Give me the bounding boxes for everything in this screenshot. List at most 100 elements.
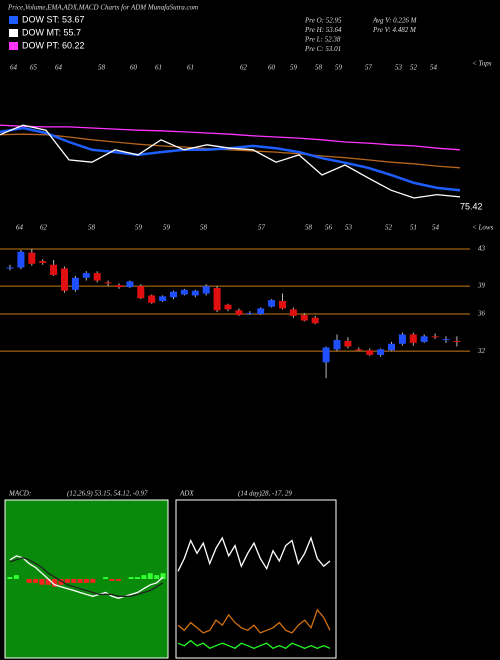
histogram-bar [52,579,58,587]
histogram-bar [135,577,140,579]
legend-swatch [9,16,18,24]
candle-body [82,273,90,278]
histogram-bar [71,579,77,583]
legend-swatch [9,29,18,37]
candle-body [409,334,417,343]
candle-body [442,339,450,341]
low-label: 53 [345,224,353,232]
candle-body [279,300,286,309]
candle-body [170,291,177,298]
low-label: 56 [325,224,333,232]
top-label: 64 [10,64,18,72]
low-label: 54 [432,224,440,232]
low-label: 59 [163,224,171,232]
last-label: 75.42 [460,201,483,211]
y-tick-label: 36 [477,310,486,318]
top-label: 60 [268,64,276,72]
legend-text: DOW ST: 53.67 [22,14,85,24]
top-label: 53 [395,64,403,72]
top-label: 62 [240,64,248,72]
line [0,124,461,199]
panel-subtitle: (12,26,9) 53.15, 54.12, -0.97 [67,490,148,498]
legend-text: DOW MT: 55.7 [22,27,81,37]
candle-body [148,295,156,303]
stat-text: Pre L: 52.38 [304,36,341,44]
candle-body [431,336,439,338]
candle-body [159,296,167,301]
stat-text: Pre O: 52.95 [304,17,342,25]
candle-body [322,347,330,363]
y-tick-label: 39 [477,282,486,290]
low-label: 64 [16,224,24,232]
panel-subtitle: (14 day)28, -17, 29 [238,490,292,498]
candle-body [333,340,341,350]
candle-body [28,252,36,264]
candle-body [50,264,58,275]
line [0,124,461,151]
page-title: Price,Volume,EMA,ADX,MACD Charts for ADM… [7,4,198,12]
low-label: 62 [40,224,48,232]
line [0,133,461,169]
low-label: 58 [200,224,208,232]
candle-body [246,313,254,315]
low-label: 59 [135,224,143,232]
candle-body [71,277,79,290]
candle-body [191,290,199,296]
line [177,608,331,634]
histogram-bar [45,579,51,585]
top-label: 65 [30,64,38,72]
candle-body [180,289,188,295]
candle-body [311,317,319,324]
line [177,535,331,572]
histogram-bar [77,579,83,583]
stat-text: Pre V: 4.482 M [372,26,417,34]
histogram-bar [160,573,166,579]
candle-body [115,285,123,288]
candle-body [420,336,428,342]
panel-title: MACD: [8,490,31,498]
stat-text: Pre H: 53.64 [304,26,342,34]
line [9,555,164,599]
histogram-bar [128,577,134,579]
panel [175,499,337,659]
candle-body [224,304,232,310]
histogram-bar [115,579,121,581]
candle-body [202,286,210,294]
candle-body [235,310,243,315]
candle-body [344,340,352,347]
candle-body [377,349,385,355]
candle-body [300,314,308,321]
candle-body [6,267,14,269]
panel-title: ADX [179,490,194,498]
low-label: 51 [410,224,417,232]
top-label: 59 [290,64,298,72]
candle-body [17,251,25,268]
top-label: 58 [98,64,106,72]
line [9,557,164,597]
histogram-bar [141,575,147,579]
top-label: 61 [155,64,162,72]
top-label: 61 [187,64,194,72]
low-label: 58 [305,224,313,232]
histogram-bar [103,577,109,579]
top-label: 60 [130,64,138,72]
histogram-bar [64,579,70,583]
histogram-bar [33,579,38,583]
histogram-bar [13,575,19,579]
candle-body [213,287,221,311]
histogram-bar [58,579,64,585]
histogram-bar [90,579,96,583]
histogram-bar [7,577,13,579]
legend-swatch [9,42,18,50]
candle-body [388,343,395,351]
stat-text: Avg V: 0.226 M [372,17,418,25]
candle-body [93,273,101,281]
candle-body [355,349,363,351]
candle-body [366,350,374,355]
histogram-bar [147,573,153,579]
top-label: 59 [335,64,343,72]
candle-body [126,281,134,288]
y-tick-label: 32 [477,347,486,355]
candle-body [61,268,68,291]
candle-body [398,334,406,344]
